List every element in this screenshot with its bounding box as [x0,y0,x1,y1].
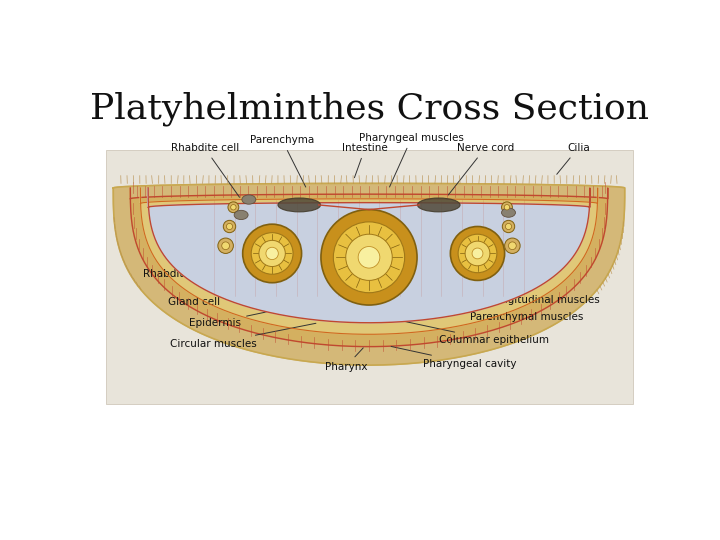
Text: Rhabdite cell: Rhabdite cell [171,143,240,197]
Circle shape [472,248,483,259]
Text: Pharyngeal cavity: Pharyngeal cavity [391,347,517,369]
Text: Circular muscles: Circular muscles [170,323,316,348]
Circle shape [223,220,235,233]
Text: Pharyngeal muscles: Pharyngeal muscles [359,133,464,187]
Circle shape [259,240,285,267]
Circle shape [346,234,392,280]
Text: Longitudinal muscles: Longitudinal muscles [449,287,600,305]
Text: Columnar epithelium: Columnar epithelium [402,321,549,346]
Polygon shape [148,188,590,323]
Ellipse shape [418,198,460,212]
Text: Intestine: Intestine [342,143,388,178]
Text: Pharynx: Pharynx [325,348,367,372]
Circle shape [321,210,417,305]
Circle shape [228,202,239,213]
Circle shape [504,205,510,210]
Text: Rhabdites: Rhabdites [143,266,202,279]
Ellipse shape [234,210,248,220]
Ellipse shape [502,208,516,217]
Text: Platyhelminthes Cross Section: Platyhelminthes Cross Section [89,92,649,126]
Polygon shape [140,188,598,334]
Circle shape [226,224,233,230]
Polygon shape [130,188,608,347]
Ellipse shape [242,195,256,204]
Circle shape [451,226,505,280]
Text: Cilia: Cilia [557,143,590,174]
Circle shape [358,247,380,268]
Text: Nerve cord: Nerve cord [449,143,514,195]
Circle shape [505,224,512,230]
Text: Gland cell: Gland cell [168,285,256,307]
Circle shape [465,241,490,266]
Circle shape [458,234,497,273]
Circle shape [230,205,236,210]
Circle shape [508,242,516,249]
Text: Parenchyma: Parenchyma [250,135,315,187]
Circle shape [333,222,405,293]
Circle shape [266,247,279,260]
Circle shape [505,238,520,253]
Text: Epidermis: Epidermis [189,306,297,328]
Polygon shape [113,184,625,365]
Circle shape [218,238,233,253]
Circle shape [503,220,515,233]
Bar [106,150,632,403]
Circle shape [502,202,513,213]
Circle shape [243,224,302,283]
Circle shape [222,242,230,249]
Text: Parenchymal muscles: Parenchymal muscles [430,304,583,322]
Circle shape [251,233,293,274]
Ellipse shape [278,198,320,212]
